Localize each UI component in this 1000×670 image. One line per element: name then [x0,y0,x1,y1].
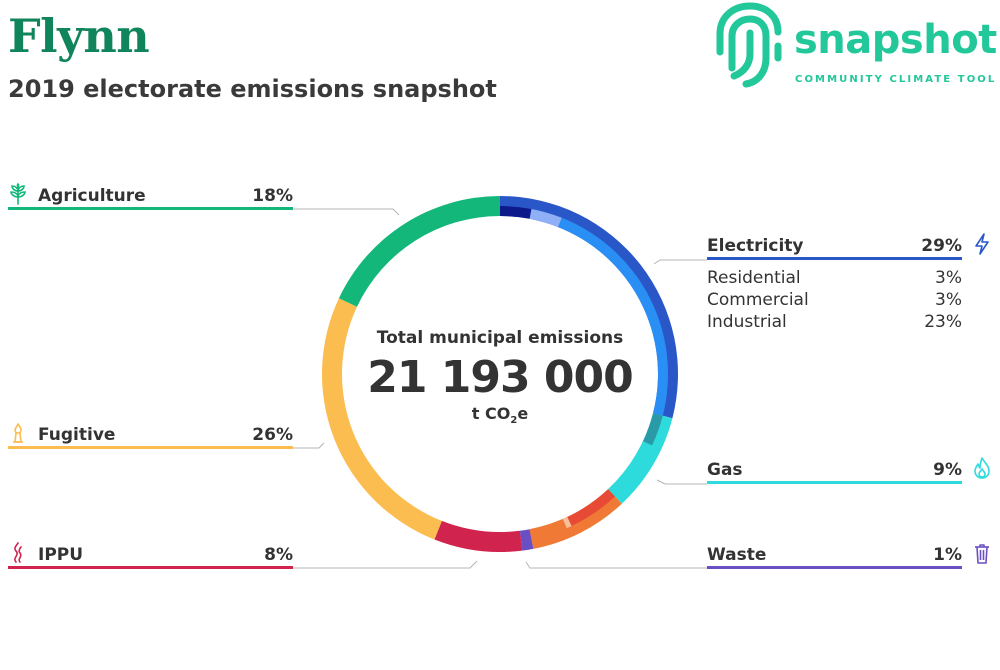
donut-subslice-industrial [558,217,668,416]
trash-can-icon [975,544,989,564]
lightning-icon [975,233,989,255]
chart-total-unit: t CO2e [350,404,650,426]
donut-subslice-gas-sub-2 [608,441,653,497]
donut-subslice-gas-sub-1 [642,413,663,446]
category-underline [8,207,293,210]
category-ippu: IPPU 8% [8,541,293,569]
fingerprint-logo-icon [716,2,782,88]
category-agriculture: Agriculture 18% [8,182,293,210]
category-percent: 9% [933,460,962,480]
category-electricity: Electricity 29% [707,232,989,260]
breakdown-percent: 3% [935,268,962,288]
category-label: Electricity [707,236,804,256]
inner-ring [500,206,668,540]
electricity-breakdown-residential: Residential 3% [707,268,962,290]
gas-leader-line [656,479,707,485]
category-underline [8,446,293,449]
category-underline [707,566,962,569]
category-underline [8,566,293,569]
category-underline [707,481,962,484]
donut-subslice-transport-sub-3 [529,519,567,540]
logo-wordmark: snapshot [794,17,997,63]
breakdown-percent: 3% [935,290,962,310]
category-label: Agriculture [38,186,146,206]
category-label: Fugitive [38,425,116,445]
breakdown-label: Industrial [707,312,787,332]
chart-total-value: 21 193 000 [367,352,634,403]
category-percent: 18% [252,186,293,206]
electricity-breakdown-industrial: Industrial 23% [707,312,962,334]
category-label: Gas [707,460,743,480]
category-percent: 26% [252,425,293,445]
gas-flare-icon [13,423,23,443]
donut-slice-waste [519,529,534,551]
donut-slice-ippu [434,520,523,553]
category-fugitive: Fugitive 26% [8,421,293,449]
donut-slice-agriculture [338,196,500,307]
category-waste: Waste 1% [707,541,989,569]
agriculture-leader-line [293,208,400,216]
ippu-leader-line [293,560,478,569]
page-title: Flynn [8,9,150,63]
logo-tagline: COMMUNITY CLIMATE TOOL [795,74,997,85]
donut-subslice-transport-sub-2 [562,516,572,529]
unit-suffix: e [517,404,529,423]
fugitive-leader-line [293,442,325,449]
unit-prefix: t CO [471,404,511,423]
wheat-icon [10,183,26,205]
category-label: Waste [707,545,767,565]
waste-leader-line [525,561,707,569]
category-percent: 1% [933,545,962,565]
category-percent: 8% [264,545,293,565]
electricity-leader-line [653,259,707,265]
breakdown-label: Commercial [707,290,809,310]
category-label: IPPU [38,545,84,565]
donut-subslice-commercial [529,208,562,228]
category-percent: 29% [921,236,962,256]
breakdown-percent: 23% [924,312,962,332]
chart-center-title: Total municipal emissions [376,328,624,348]
unit-subscript: 2 [510,415,518,427]
breakdown-label: Residential [707,268,801,288]
electricity-breakdown-commercial: Commercial 3% [707,290,962,312]
donut-subslice-residential [500,206,532,219]
page-subtitle: 2019 electorate emissions snapshot [8,75,497,103]
flame-icon [974,457,990,479]
donut-subslice-transport-sub-1 [567,489,616,527]
smoke-icon [14,542,22,563]
snapshot-logo: snapshot COMMUNITY CLIMATE TOOL [712,2,1000,90]
donut-slice-fugitive [321,298,442,540]
category-gas: Gas 9% [707,456,990,484]
category-underline [707,257,962,260]
